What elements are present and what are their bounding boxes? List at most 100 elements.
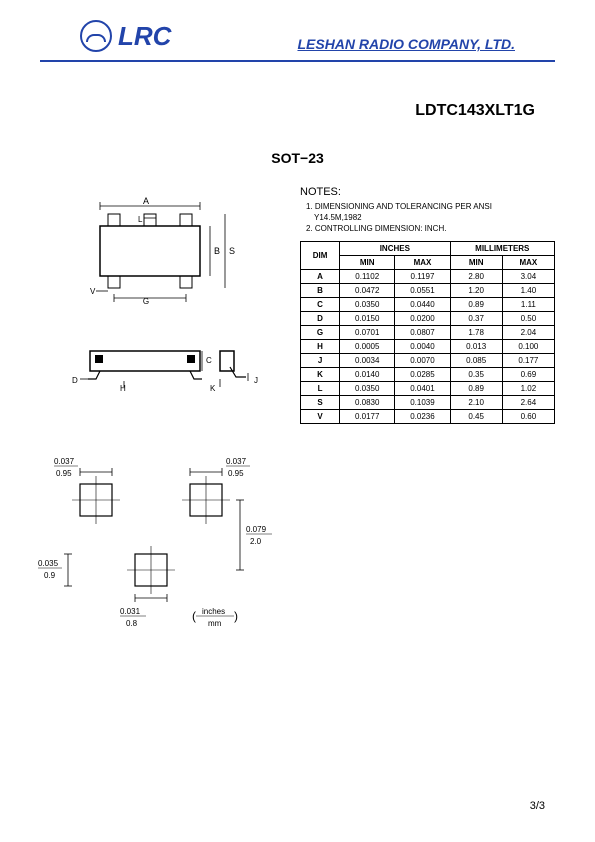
fp-d5-bot: 0.8 — [126, 619, 138, 628]
table-row: J 0.0034 0.0070 0.085 0.177 — [301, 354, 555, 368]
note-1: 1. DIMENSIONING AND TOLERANCING PER ANSI — [306, 202, 555, 211]
dim-cell: K — [301, 368, 340, 382]
fp-d3-top: 0.079 — [246, 525, 267, 534]
svg-text:): ) — [234, 609, 238, 623]
max-header-2: MAX — [502, 256, 554, 270]
mmax-cell: 0.69 — [502, 368, 554, 382]
dim-l-label: L — [138, 215, 143, 224]
imax-cell: 0.0807 — [395, 326, 450, 340]
mm-header: MILLIMETERS — [450, 242, 554, 256]
table-row: C 0.0350 0.0440 0.89 1.11 — [301, 298, 555, 312]
notes-heading: NOTES: — [300, 186, 555, 198]
imin-cell: 0.0701 — [340, 326, 395, 340]
imin-cell: 0.0005 — [340, 340, 395, 354]
table-row: S 0.0830 0.1039 2.10 2.64 — [301, 396, 555, 410]
imax-cell: 0.0440 — [395, 298, 450, 312]
company-name: LESHAN RADIO COMPANY, LTD. — [297, 36, 515, 52]
fp-d1-top: 0.037 — [54, 457, 75, 466]
dim-v-label: V — [90, 287, 96, 296]
max-header-1: MAX — [395, 256, 450, 270]
main-content: A L B S V G D C — [0, 186, 595, 424]
page-number: 3/3 — [530, 800, 545, 812]
mmin-cell: 1.78 — [450, 326, 502, 340]
dim-cell: C — [301, 298, 340, 312]
imax-cell: 0.1197 — [395, 270, 450, 284]
imax-cell: 0.0070 — [395, 354, 450, 368]
logo-text: LRC — [118, 21, 171, 52]
svg-text:(: ( — [192, 609, 196, 623]
mmax-cell: 1.40 — [502, 284, 554, 298]
mmax-cell: 1.11 — [502, 298, 554, 312]
imax-cell: 0.1039 — [395, 396, 450, 410]
table-row: A 0.1102 0.1197 2.80 3.04 — [301, 270, 555, 284]
fp-d4-top: 0.035 — [38, 559, 59, 568]
mmin-cell: 1.20 — [450, 284, 502, 298]
dim-header: DIM — [301, 242, 340, 270]
header: LRC LESHAN RADIO COMPANY, LTD. — [40, 0, 555, 62]
fp-d3-bot: 2.0 — [250, 537, 262, 546]
imin-cell: 0.0830 — [340, 396, 395, 410]
table-row: V 0.0177 0.0236 0.45 0.60 — [301, 410, 555, 424]
dim-cell: H — [301, 340, 340, 354]
mmax-cell: 2.64 — [502, 396, 554, 410]
dim-c-label: C — [206, 356, 212, 365]
mmin-cell: 0.35 — [450, 368, 502, 382]
dim-h-label: H — [120, 384, 126, 393]
fp-d1-bot: 0.95 — [56, 469, 72, 478]
table-row: G 0.0701 0.0807 1.78 2.04 — [301, 326, 555, 340]
footprint-diagram: 0.037 0.95 0.037 0.95 0.079 2.0 0.035 0.… — [0, 454, 320, 634]
dim-cell: D — [301, 312, 340, 326]
table-row: L 0.0350 0.0401 0.89 1.02 — [301, 382, 555, 396]
mmin-cell: 0.37 — [450, 312, 502, 326]
mmax-cell: 0.177 — [502, 354, 554, 368]
dim-cell: S — [301, 396, 340, 410]
table-row: K 0.0140 0.0285 0.35 0.69 — [301, 368, 555, 382]
min-header-2: MIN — [450, 256, 502, 270]
dim-s-label: S — [229, 246, 235, 256]
mmin-cell: 0.45 — [450, 410, 502, 424]
fp-d5-top: 0.031 — [120, 607, 141, 616]
imin-cell: 0.0140 — [340, 368, 395, 382]
notes-column: NOTES: 1. DIMENSIONING AND TOLERANCING P… — [300, 186, 555, 424]
imax-cell: 0.0285 — [395, 368, 450, 382]
side-view-diagram: D C H K J — [60, 341, 270, 401]
mmin-cell: 0.89 — [450, 298, 502, 312]
logo: LRC — [80, 20, 171, 52]
mmin-cell: 0.013 — [450, 340, 502, 354]
imin-cell: 0.0472 — [340, 284, 395, 298]
dim-a-label: A — [143, 196, 149, 206]
dim-d-label: D — [72, 376, 78, 385]
mmax-cell: 1.02 — [502, 382, 554, 396]
dim-b-label: B — [214, 246, 220, 256]
min-header-1: MIN — [340, 256, 395, 270]
mmax-cell: 3.04 — [502, 270, 554, 284]
mmax-cell: 0.60 — [502, 410, 554, 424]
fp-d2-bot: 0.95 — [228, 469, 244, 478]
mmin-cell: 0.085 — [450, 354, 502, 368]
table-row: B 0.0472 0.0551 1.20 1.40 — [301, 284, 555, 298]
note-1b: Y14.5M,1982 — [314, 213, 555, 222]
note-2: 2. CONTROLLING DIMENSION: INCH. — [306, 224, 555, 233]
inches-header: INCHES — [340, 242, 451, 256]
mmax-cell: 2.04 — [502, 326, 554, 340]
dim-cell: B — [301, 284, 340, 298]
part-number: LDTC143XLT1G — [0, 102, 535, 120]
dim-cell: L — [301, 382, 340, 396]
imax-cell: 0.0040 — [395, 340, 450, 354]
imax-cell: 0.0401 — [395, 382, 450, 396]
fp-d4-bot: 0.9 — [44, 571, 56, 580]
imin-cell: 0.0150 — [340, 312, 395, 326]
logo-icon — [80, 20, 112, 52]
imin-cell: 0.0350 — [340, 298, 395, 312]
imax-cell: 0.0236 — [395, 410, 450, 424]
imin-cell: 0.1102 — [340, 270, 395, 284]
top-view-diagram: A L B S V G — [60, 196, 260, 316]
mmin-cell: 2.80 — [450, 270, 502, 284]
fp-legend-top: inches — [202, 607, 225, 616]
dim-k-label: K — [210, 384, 216, 393]
package-diagrams: A L B S V G D C — [40, 186, 280, 424]
mmax-cell: 0.50 — [502, 312, 554, 326]
dim-cell: V — [301, 410, 340, 424]
fp-d2-top: 0.037 — [226, 457, 247, 466]
dim-j-label: J — [254, 376, 258, 385]
